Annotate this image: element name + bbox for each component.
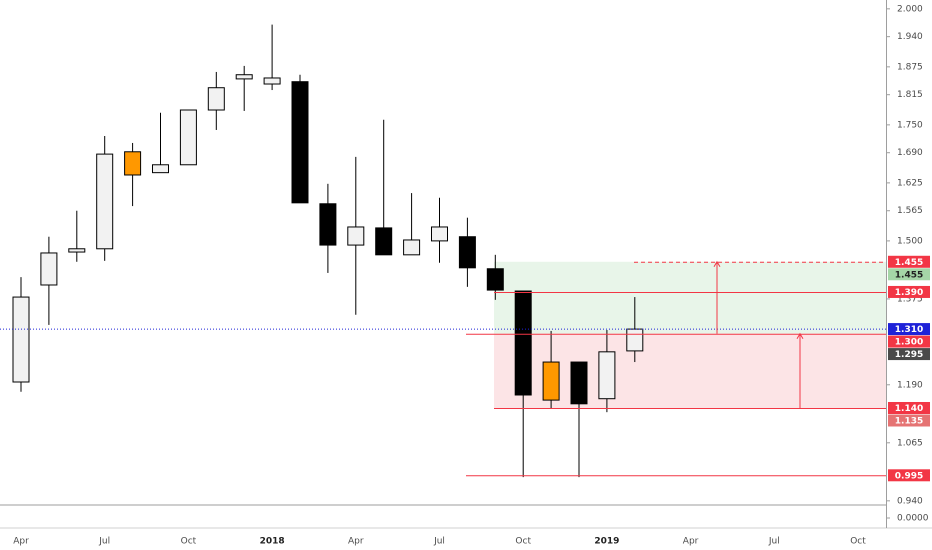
x-tick-label: Jul	[433, 537, 445, 547]
candle-body	[626, 328, 644, 352]
price-label: 1.300	[895, 338, 923, 348]
x-tick-label: Jul	[98, 537, 110, 547]
x-tick-label: Oct	[515, 537, 531, 547]
candle-body	[235, 74, 253, 80]
price-label: 1.455	[895, 258, 923, 268]
candle-body	[542, 361, 560, 401]
y-tick-label: 1.750	[897, 120, 923, 130]
levels	[0, 260, 886, 477]
candle-body	[96, 153, 114, 250]
y-tick-label: 1.875	[897, 62, 923, 72]
x-tick-label: 2018	[260, 537, 285, 547]
price-label: 1.135	[895, 416, 923, 426]
candle-body	[403, 239, 421, 256]
candle-body	[207, 87, 225, 111]
y-tick-label: 0.940	[897, 496, 923, 506]
candle-body	[12, 296, 30, 383]
y-tick-label: 1.815	[897, 90, 923, 100]
y-tick-label: 1.690	[897, 148, 923, 158]
price-label: 0.995	[895, 471, 923, 481]
candle-body	[179, 109, 197, 166]
candle-body	[263, 77, 281, 85]
candle-body	[486, 268, 504, 291]
arrow-head	[796, 332, 804, 339]
price-label-box	[888, 414, 930, 427]
candles	[12, 24, 644, 478]
candle-body	[431, 226, 448, 242]
candle-body	[291, 81, 309, 204]
price-label-box	[888, 335, 930, 348]
x-tick-label: 2019	[594, 537, 619, 547]
lower-pane-tick-label: 0.0000	[897, 514, 929, 524]
y-tick-label: 1.375	[897, 294, 923, 304]
axes: 2.000 1.940 1.875 1.815 1.750 1.690 1.625 1.565…	[13, 4, 929, 546]
arrow-head	[713, 260, 721, 268]
y-tick-label: 2.000	[897, 4, 923, 14]
price-label-box	[888, 323, 930, 336]
x-tick-label: Apr	[683, 537, 699, 547]
y-tick-label: 1.940	[897, 32, 923, 42]
x-tick-label: Apr	[13, 537, 29, 547]
price-label-box	[888, 268, 930, 281]
candle-body	[514, 290, 532, 396]
price-label: 1.310	[895, 325, 923, 335]
y-tick-label: 1.500	[897, 236, 923, 246]
price-label: 1.390	[895, 288, 923, 298]
candle-body	[375, 227, 393, 256]
candle-body	[570, 361, 588, 405]
price-label-box	[888, 285, 930, 298]
price-label: 1.455	[895, 270, 923, 280]
x-tick-label: Oct	[850, 537, 866, 547]
y-tick-label: 1.190	[897, 380, 923, 390]
price-label-box	[888, 469, 930, 482]
candle-body	[68, 248, 86, 253]
y-tick-label: 1.565	[897, 206, 923, 216]
y-tick-label: 1.625	[897, 178, 923, 188]
price-label-box	[888, 348, 930, 361]
candle-body	[40, 252, 58, 286]
y-tick-label: 1.065	[897, 438, 923, 448]
candle-body	[458, 236, 476, 269]
price-label-box	[888, 255, 930, 268]
candle-body	[124, 151, 142, 176]
candle-body	[347, 226, 365, 246]
price-label-box	[888, 401, 930, 414]
candle-body	[598, 351, 616, 400]
zone	[494, 261, 886, 334]
x-tick-label: Oct	[181, 537, 197, 547]
x-tick-label: Jul	[768, 537, 780, 547]
price-label: 1.140	[895, 404, 923, 414]
candle-body	[152, 164, 169, 174]
price-labels: 1.455 1.455 1.390 1.310 1.300 1.295 1.140 1.135…	[888, 255, 930, 482]
x-tick-label: Apr	[348, 537, 364, 547]
candle-body	[319, 203, 337, 246]
price-label: 1.295	[895, 350, 923, 360]
